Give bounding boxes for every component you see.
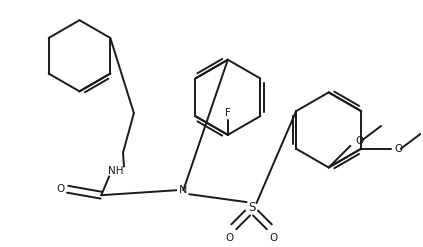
Text: O: O [395,144,403,154]
Text: O: O [355,136,364,146]
Text: O: O [57,184,65,194]
Text: NH: NH [108,166,124,176]
Text: S: S [248,201,255,214]
Text: N: N [179,185,187,195]
Text: O: O [269,233,277,243]
Text: F: F [225,108,231,118]
Text: O: O [225,233,234,243]
